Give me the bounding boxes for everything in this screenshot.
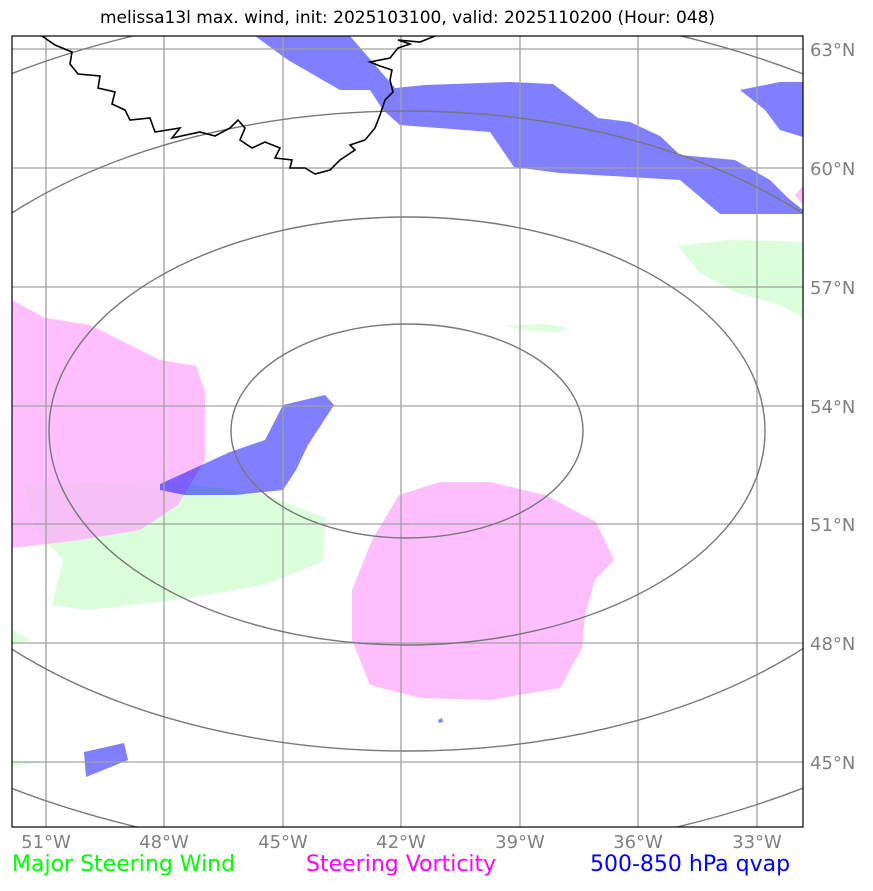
lat-label: 48°N xyxy=(810,634,855,655)
legend-steering-wind: Major Steering Wind xyxy=(12,852,236,877)
longitude-labels: 51°W 48°W 45°W 42°W 39°W 36°W 33°W xyxy=(21,832,782,853)
lat-label: 63°N xyxy=(810,40,855,61)
lon-label: 33°W xyxy=(732,832,782,853)
range-rings xyxy=(12,36,803,827)
map-frame xyxy=(11,35,804,828)
lon-label: 48°W xyxy=(139,832,189,853)
lat-label: 45°N xyxy=(810,753,855,774)
legend-qvap: 500-850 hPa qvap xyxy=(590,852,791,877)
lat-label: 51°N xyxy=(810,515,855,536)
lon-label: 36°W xyxy=(613,832,663,853)
qvap-layer xyxy=(84,36,803,777)
lat-label: 57°N xyxy=(810,278,855,299)
lat-label: 54°N xyxy=(810,397,855,418)
lon-label: 45°W xyxy=(258,832,308,853)
lon-label: 39°W xyxy=(495,832,545,853)
latitude-labels: 63°N 60°N 57°N 54°N 51°N 48°N 45°N xyxy=(810,40,855,774)
lon-label: 51°W xyxy=(21,832,71,853)
map-title: melissa13l max. wind, init: 2025103100, … xyxy=(99,8,716,28)
greenland-coastline xyxy=(41,36,436,175)
legend-steering-vorticity: Steering Vorticity xyxy=(306,852,497,877)
lat-label: 60°N xyxy=(810,159,855,180)
lon-label: 42°W xyxy=(376,832,426,853)
